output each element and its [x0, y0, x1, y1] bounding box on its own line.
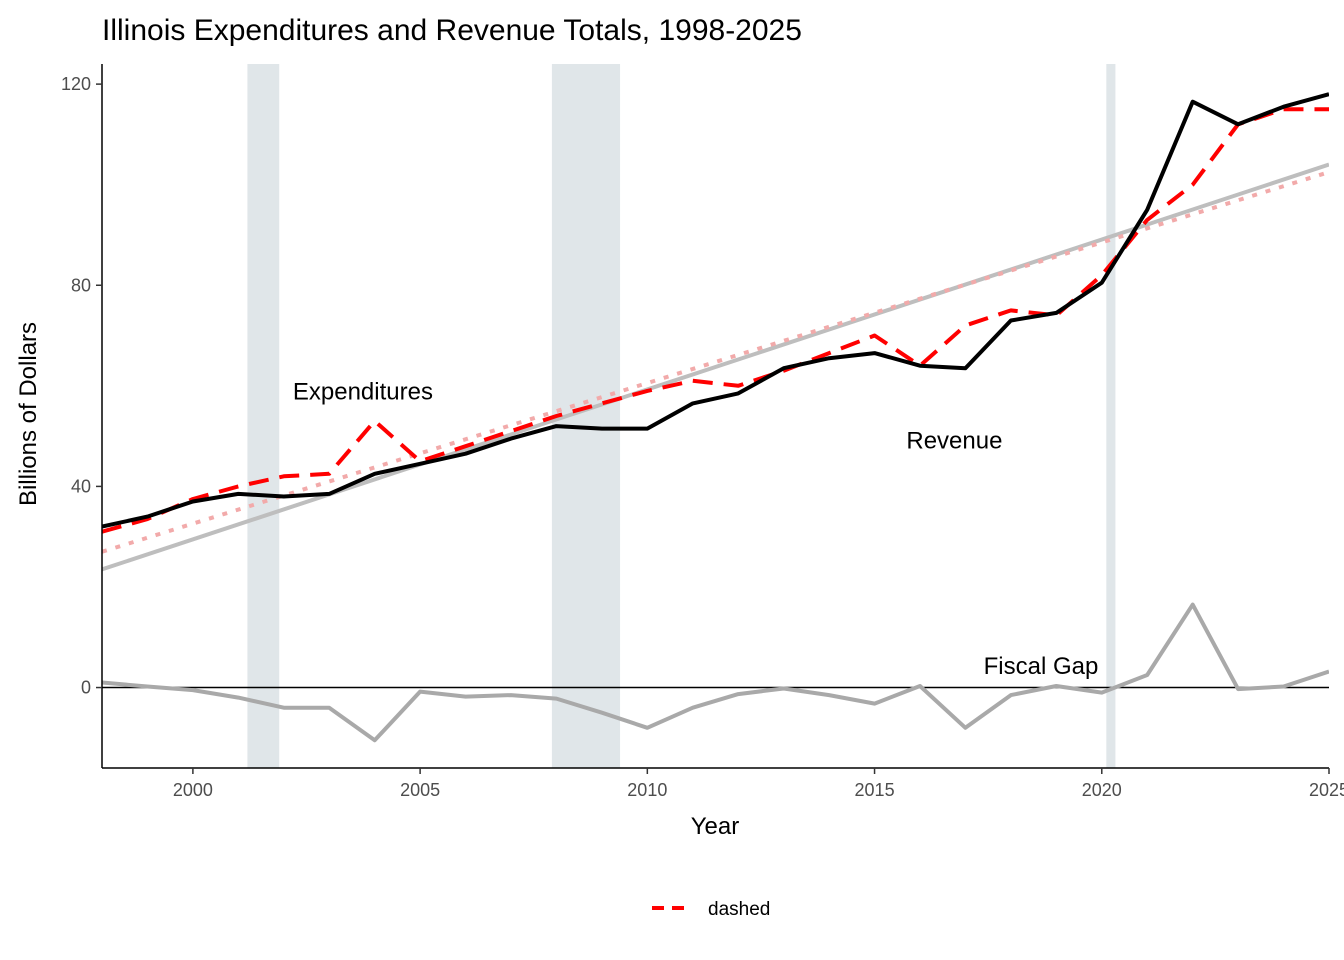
y-tick-label: 40: [71, 476, 91, 496]
y-axis-title: Billions of Dollars: [15, 322, 42, 506]
x-tick-label: 2000: [173, 780, 213, 800]
expenditure-trend-line: [102, 170, 1329, 554]
recession-band: [1106, 64, 1116, 768]
annotation-label: Fiscal Gap: [984, 653, 1099, 680]
fiscal-gap-line: [102, 602, 1329, 743]
annotation-label: Expenditures: [293, 378, 433, 405]
x-tick-label: 2020: [1082, 780, 1122, 800]
legend-label: dashed: [708, 899, 770, 920]
revenue-trend-line: [102, 162, 1329, 572]
legend: dashed: [652, 899, 770, 920]
y-tick-label: 0: [81, 678, 91, 698]
x-tick-label: 2015: [855, 780, 895, 800]
recession-band: [247, 64, 280, 768]
y-tick-label: 80: [71, 275, 91, 295]
x-tick-label: 2010: [627, 780, 667, 800]
annotation-label: Revenue: [906, 428, 1002, 455]
y-tick-label: 120: [61, 74, 91, 94]
x-axis-title: Year: [691, 813, 740, 840]
chart-title: Illinois Expenditures and Revenue Totals…: [102, 14, 802, 47]
x-tick-label: 2025: [1309, 780, 1344, 800]
revenue-line: [102, 92, 1329, 529]
expenditures-line: [102, 107, 1329, 534]
x-tick-label: 2005: [400, 780, 440, 800]
